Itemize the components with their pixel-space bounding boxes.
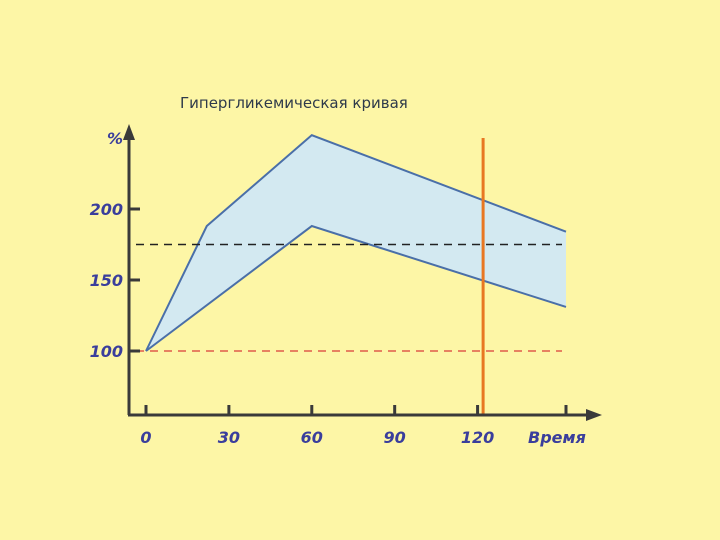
x-tick-label: 0 — [140, 428, 151, 447]
y-tick-label: 200 — [90, 200, 123, 219]
upper-curve-line — [145, 134, 567, 352]
x-ticks: 0 30 60 90 120 — [140, 405, 568, 447]
chart-title: Гипергликемическая кривая — [180, 94, 408, 112]
y-axis-label: % — [107, 129, 123, 148]
reference-lines — [136, 243, 562, 352]
x-tick-label: 60 — [301, 428, 323, 447]
x-tick-label: 120 — [461, 428, 494, 447]
y-tick-label: 150 — [90, 271, 123, 290]
y-tick-label: 100 — [90, 342, 123, 361]
y-ticks: 100 150 200 — [90, 200, 140, 361]
x-axis-arrow-icon — [586, 409, 602, 421]
glucose-range-band — [146, 135, 566, 351]
x-tick-label: 30 — [218, 428, 240, 447]
y-axis-arrow-icon — [123, 124, 135, 140]
lower-curve-line — [145, 224, 567, 352]
x-tick-label: 90 — [384, 428, 406, 447]
x-axis-label: Время — [528, 428, 586, 447]
axes — [123, 124, 602, 421]
